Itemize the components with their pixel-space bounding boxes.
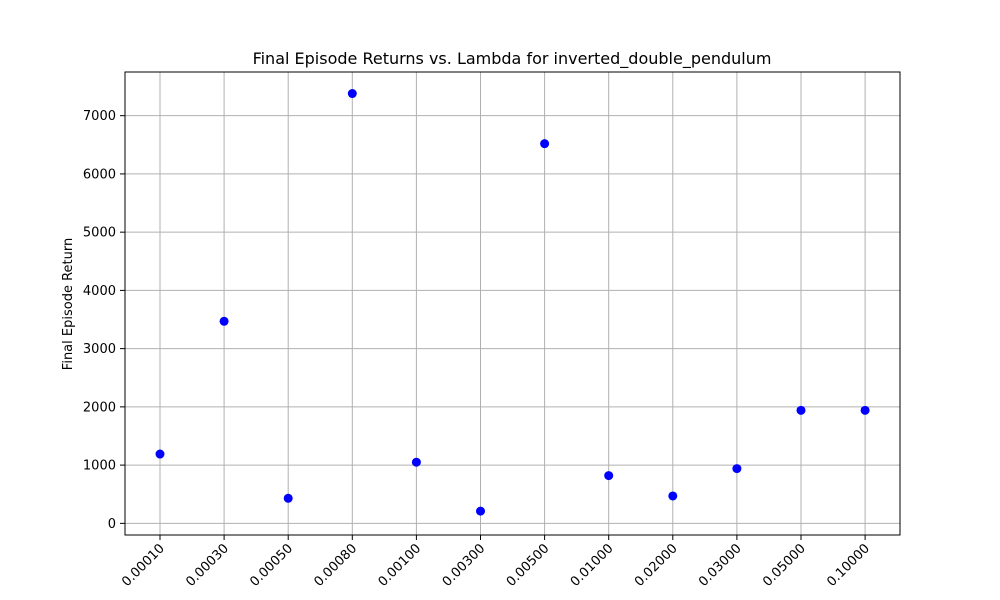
y-axis-label: Final Episode Return (61, 238, 76, 370)
y-tick-label: 1000 (83, 459, 116, 474)
y-tick-label: 3000 (83, 342, 116, 357)
x-tick-label: 0.00080 (312, 541, 361, 590)
data-point (283, 493, 293, 503)
tick-layer: 0.00010 0.00030 0.00050 0.00080 0.00100 0.003… (83, 109, 873, 590)
point-layer (155, 89, 870, 516)
data-point (411, 457, 421, 467)
y-tick-label: 6000 (83, 167, 116, 182)
plot-frame (124, 71, 901, 536)
chart-title: Final Episode Returns vs. Lambda for inv… (253, 49, 772, 69)
data-point (476, 506, 485, 516)
data-point (347, 89, 357, 99)
data-point (860, 405, 870, 415)
y-tick-label: 7000 (83, 109, 116, 124)
y-tick-label: 5000 (83, 226, 116, 241)
x-tick-label: 0.00030 (183, 541, 232, 590)
y-tick-label: 4000 (83, 284, 116, 299)
x-tick-label: 0.00100 (376, 541, 425, 590)
x-tick-label: 0.02000 (632, 541, 681, 590)
x-tick-label: 0.05000 (760, 541, 809, 590)
y-tick-label: 2000 (83, 400, 116, 415)
x-tick-label: 0.00010 (119, 541, 168, 590)
data-point (732, 464, 742, 474)
x-tick-label: 0.00300 (440, 541, 489, 590)
data-point (155, 449, 165, 459)
data-point (796, 405, 806, 415)
x-tick-label: 0.03000 (696, 541, 745, 590)
x-tick-label: 0.01000 (568, 541, 617, 590)
data-point (219, 316, 229, 326)
y-tick-label: 0 (108, 517, 116, 532)
x-tick-label: 0.00500 (504, 541, 553, 590)
x-tick-label: 0.10000 (824, 541, 873, 590)
x-tick-label: 0.00050 (247, 541, 296, 590)
data-point (604, 471, 614, 481)
grid-layer (125, 72, 900, 535)
data-point (540, 139, 550, 149)
data-point (668, 491, 678, 501)
